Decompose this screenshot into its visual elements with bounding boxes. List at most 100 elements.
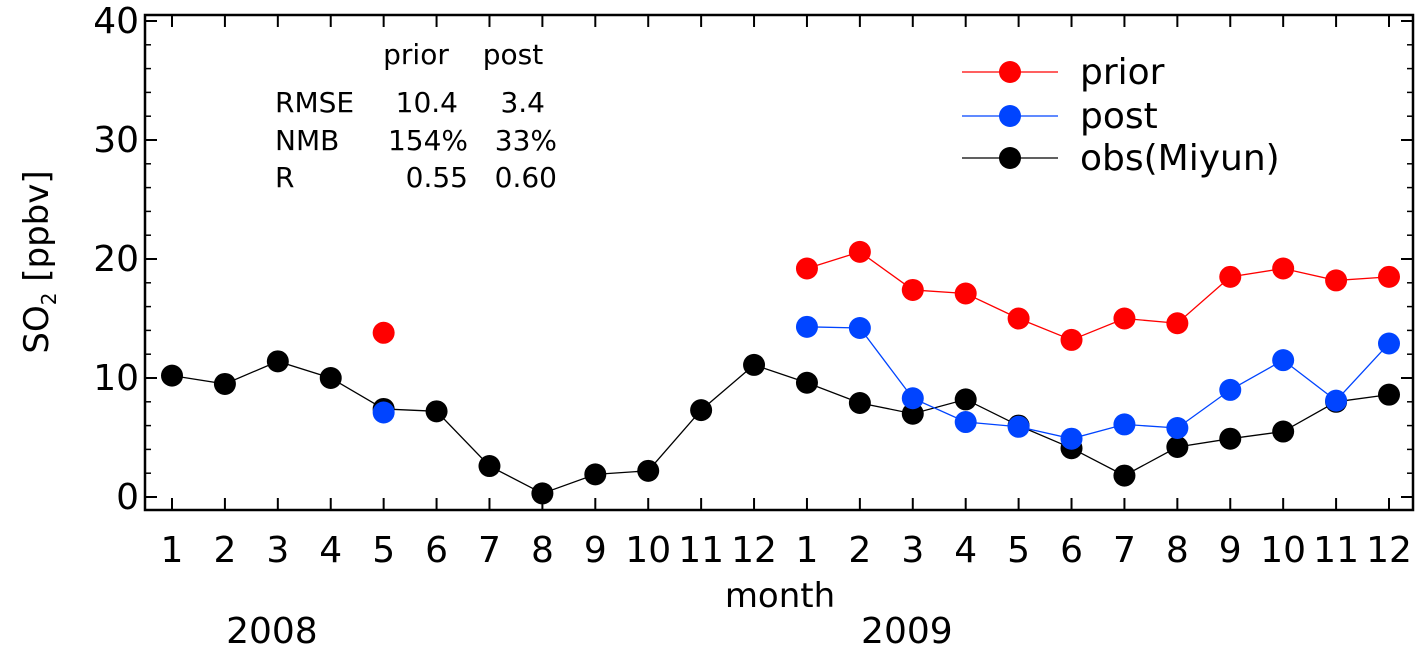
stats-value-post: 0.60: [495, 161, 557, 194]
x-tick-label: 9: [584, 530, 607, 571]
x-tick-label: 4: [954, 530, 977, 571]
x-tick-label: 5: [372, 530, 395, 571]
stats-table: prior post RMSE 10.4 3.4 NMB 154% 33% R …: [275, 38, 557, 194]
x-tick-label: 4: [319, 530, 342, 571]
data-point-obs-miyun: [266, 350, 289, 373]
x-tick-label: 8: [531, 530, 554, 571]
legend-marker-obs-miyun: [999, 147, 1021, 169]
series-line-prior: [806, 251, 1390, 341]
legend-label-obs-miyun: obs(Miyun): [1080, 138, 1280, 179]
legend-marker-post: [999, 105, 1021, 127]
data-point-post: [1113, 413, 1136, 436]
data-point-prior: [1325, 269, 1348, 292]
x-tick-label: 12: [731, 530, 777, 571]
legend-label-prior: prior: [1080, 52, 1165, 93]
legend-marker-prior: [999, 61, 1021, 83]
x-tick-label: 2: [848, 530, 871, 571]
data-point-post: [1272, 349, 1295, 372]
series-prior: [372, 240, 1400, 351]
x-tick-label: 3: [266, 530, 289, 571]
x-tick-label: 1: [796, 530, 819, 571]
x-tick-label: 7: [478, 530, 501, 571]
x-tick-label: 5: [1007, 530, 1030, 571]
series-obs-miyun: [161, 350, 1400, 505]
data-point-prior: [372, 321, 395, 344]
data-point-obs-miyun: [901, 402, 924, 425]
series-line-obs-miyun: [171, 360, 1390, 495]
stats-value-prior: 154%: [388, 124, 468, 157]
data-point-obs-miyun: [531, 482, 554, 505]
data-point-obs-miyun: [1272, 420, 1295, 443]
data-point-post: [372, 401, 395, 424]
x-tick-label: 11: [1313, 530, 1359, 571]
data-point-prior: [1060, 328, 1083, 351]
x-tick-label: 9: [1219, 530, 1242, 571]
data-point-obs-miyun: [743, 353, 766, 376]
data-point-obs-miyun: [319, 367, 342, 389]
y-tick-label: 30: [93, 120, 139, 161]
series-post: [372, 315, 1400, 450]
data-point-obs-miyun: [161, 364, 183, 387]
plot-frame: [143, 13, 1415, 512]
y-axis-title-main: SO: [17, 305, 57, 353]
x-axis: 1 2 3 4 5 6 7 8 9 10 11 12 1 2 3 4 5 6 7 8 9 10 11 12: [161, 15, 1412, 571]
data-point-obs-miyun: [1378, 383, 1400, 406]
series-line-post: [806, 326, 1390, 440]
stats-row-label: R: [275, 161, 294, 194]
data-point-obs-miyun: [1113, 464, 1136, 487]
x-tick-label: 6: [1060, 530, 1083, 571]
stats-value-post: 33%: [495, 124, 557, 157]
y-tick-label: 20: [93, 239, 139, 280]
y-tick-label: 40: [93, 1, 139, 42]
data-point-obs-miyun: [478, 455, 501, 478]
data-point-obs-miyun: [637, 459, 660, 482]
y-axis-title: SO2 [ppbv]: [17, 170, 61, 353]
data-point-prior: [1272, 257, 1295, 280]
data-point-obs-miyun: [584, 463, 607, 486]
stats-row-label: NMB: [275, 124, 339, 157]
year-labels: 2008 2009: [226, 611, 953, 650]
legend-label-post: post: [1080, 96, 1158, 137]
y-tick-label: 0: [116, 477, 139, 518]
x-tick-label: 1: [161, 530, 184, 571]
data-point-obs-miyun: [1219, 427, 1242, 450]
data-point-prior: [1166, 312, 1189, 335]
data-point-post: [1325, 389, 1348, 412]
stats-row-label: RMSE: [275, 86, 354, 119]
x-tick-label: 8: [1166, 530, 1189, 571]
x-tick-label: 7: [1113, 530, 1136, 571]
data-point-prior: [1007, 307, 1030, 330]
stats-value-prior: 0.55: [406, 161, 468, 194]
y-tick-label: 10: [93, 358, 139, 399]
data-point-post: [1378, 332, 1400, 355]
data-point-obs-miyun: [213, 372, 236, 395]
data-point-obs-miyun: [1166, 436, 1189, 459]
x-tick-label: 10: [1260, 530, 1306, 571]
data-point-post: [848, 317, 871, 340]
stats-value-post: 3.4: [500, 86, 545, 119]
year-label: 2008: [226, 611, 318, 650]
data-point-post: [1007, 415, 1030, 438]
stats-header-post: post: [483, 38, 543, 71]
data-point-post: [954, 411, 977, 434]
year-label: 2009: [861, 611, 953, 650]
data-point-post: [1166, 416, 1189, 439]
x-tick-label: 11: [678, 530, 724, 571]
stats-header-prior: prior: [383, 38, 449, 71]
data-point-obs-miyun: [690, 399, 713, 422]
data-point-prior: [795, 257, 818, 280]
y-axis: 0 10 20 30 40: [93, 1, 1413, 518]
data-point-prior: [954, 282, 977, 305]
x-tick-label: 6: [425, 530, 448, 571]
data-point-prior: [901, 278, 924, 301]
y-axis-title-subscript: 2: [37, 293, 61, 306]
x-tick-label: 2: [213, 530, 236, 571]
data-point-prior: [848, 240, 871, 263]
data-point-obs-miyun: [848, 391, 871, 414]
data-point-post: [1060, 427, 1083, 450]
data-point-prior: [1378, 265, 1400, 288]
data-point-prior: [1113, 307, 1136, 330]
x-axis-title: month: [725, 576, 835, 616]
